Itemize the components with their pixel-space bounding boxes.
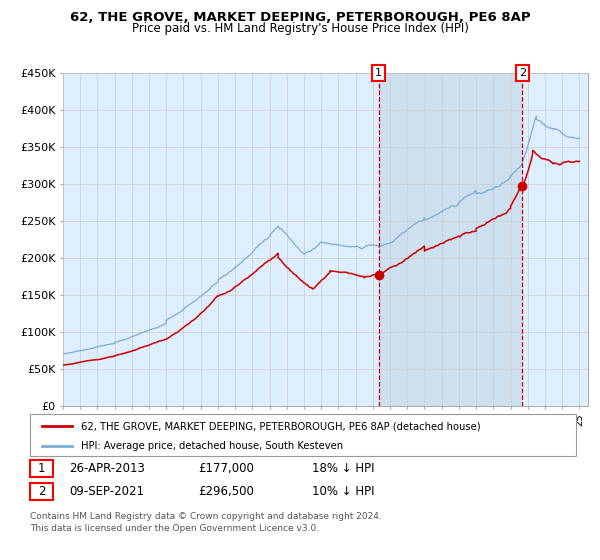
Text: 18% ↓ HPI: 18% ↓ HPI: [312, 462, 374, 475]
Text: £296,500: £296,500: [198, 485, 254, 498]
Text: 62, THE GROVE, MARKET DEEPING, PETERBOROUGH, PE6 8AP (detached house): 62, THE GROVE, MARKET DEEPING, PETERBORO…: [81, 421, 481, 431]
Text: 1: 1: [375, 68, 382, 78]
Text: 2: 2: [519, 68, 526, 78]
Text: 1: 1: [38, 462, 45, 475]
Text: 26-APR-2013: 26-APR-2013: [69, 462, 145, 475]
Text: £177,000: £177,000: [198, 462, 254, 475]
Text: Price paid vs. HM Land Registry's House Price Index (HPI): Price paid vs. HM Land Registry's House …: [131, 22, 469, 35]
Text: 09-SEP-2021: 09-SEP-2021: [69, 485, 144, 498]
Bar: [379, 73, 523, 406]
Text: HPI: Average price, detached house, South Kesteven: HPI: Average price, detached house, Sout…: [81, 441, 343, 451]
Text: 10% ↓ HPI: 10% ↓ HPI: [312, 485, 374, 498]
Text: 2: 2: [38, 485, 45, 498]
Text: 62, THE GROVE, MARKET DEEPING, PETERBOROUGH, PE6 8AP: 62, THE GROVE, MARKET DEEPING, PETERBORO…: [70, 11, 530, 24]
Text: Contains HM Land Registry data © Crown copyright and database right 2024.
This d: Contains HM Land Registry data © Crown c…: [30, 512, 382, 533]
